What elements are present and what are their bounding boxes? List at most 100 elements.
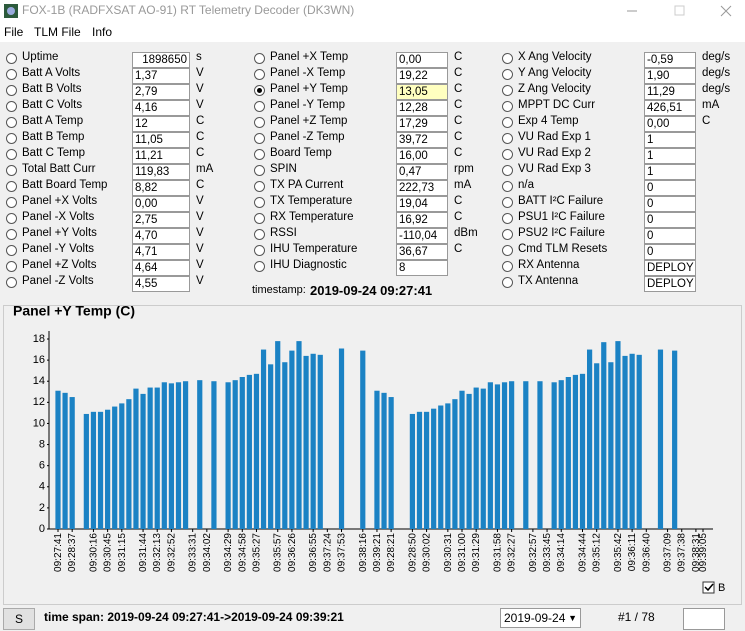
radio-button[interactable] [6,165,17,176]
field-unit: V [196,275,204,287]
bar [105,409,111,529]
radio-button[interactable] [6,245,17,256]
x-tick-label: 09:31:44 [138,533,149,572]
bar [253,373,260,529]
radio-button[interactable] [502,197,513,208]
radio-button[interactable] [6,85,17,96]
radio-button[interactable] [6,117,17,128]
radio-button[interactable] [254,181,265,192]
radio-button[interactable] [6,101,17,112]
menu-item[interactable]: TLM File [34,25,81,39]
radio-button[interactable] [6,181,17,192]
bar [416,411,423,529]
bar [83,413,89,529]
radio-button[interactable] [502,229,513,240]
field-unit: C [196,131,205,143]
window-controls[interactable] [605,0,745,22]
s-button[interactable]: S [3,608,35,630]
radio-button[interactable] [502,133,513,144]
field-value: DEPLOY [644,276,696,292]
field-label: Cmd TLM Resets [518,243,608,255]
field-value: 39,72 [396,132,448,148]
bar [303,355,309,529]
field-value: 426,51 [644,100,696,116]
radio-button[interactable] [254,69,265,80]
bar [473,387,479,529]
radio-button[interactable] [502,117,513,128]
radio-button[interactable] [6,261,17,272]
radio-button[interactable] [254,213,265,224]
field-unit: V [196,243,204,255]
radio-button[interactable] [502,69,513,80]
field-value: 1898650 [132,52,190,68]
radio-button[interactable] [254,133,265,144]
radio-button[interactable] [254,101,265,112]
field-label: Panel +X Temp [270,51,349,63]
field-label: Panel +Y Temp [270,83,348,95]
bar [225,382,231,529]
field-label: Batt C Volts [22,99,83,111]
radio-button[interactable] [502,213,513,224]
radio-button[interactable] [254,85,265,96]
radio-button[interactable] [502,261,513,272]
radio-button[interactable] [6,277,17,288]
title-bar: FOX-1B (RADFXSAT AO-91) RT Telemetry Dec… [0,0,745,22]
field-unit: C [702,115,711,127]
radio-button[interactable] [502,245,513,256]
radio-button[interactable] [502,101,513,112]
bar [90,411,97,529]
bar [62,392,68,529]
field-label: IHU Temperature [270,243,358,255]
field-unit: C [454,115,463,127]
field-label: MPPT DC Curr [518,99,596,111]
field-label: Total Batt Curr [22,163,96,175]
x-tick-label: 09:31:00 [457,533,468,572]
field-unit: C [454,243,463,255]
x-tick-label: 09:31:15 [117,533,128,572]
radio-button[interactable] [254,197,265,208]
radio-button[interactable] [6,213,17,224]
radio-button[interactable] [6,53,17,64]
field-value: 0 [644,196,696,212]
bar [175,382,182,529]
field-value: 17,29 [396,116,448,132]
bar [537,381,543,529]
field-label: Panel -X Volts [22,211,95,223]
x-tick-label: 09:30:31 [443,533,454,572]
bar [551,382,557,529]
radio-button[interactable] [6,133,17,144]
radio-button[interactable] [254,165,265,176]
bar [459,390,465,529]
radio-button[interactable] [502,149,513,160]
menu-item[interactable]: File [4,25,24,39]
radio-button[interactable] [254,53,265,64]
radio-button[interactable] [502,165,513,176]
radio-button[interactable] [254,261,265,272]
field-unit: mA [454,179,472,191]
field-value: 0,00 [396,52,448,68]
field-label: X Ang Velocity [518,51,592,63]
bar [161,382,167,529]
radio-button[interactable] [254,149,265,160]
radio-button[interactable] [6,229,17,240]
radio-button[interactable] [6,149,17,160]
y-tick-label: 16 [33,354,45,366]
field-unit: mA [196,163,214,175]
field-label: n/a [518,179,534,191]
field-label: RX Temperature [270,211,354,223]
radio-button[interactable] [502,53,513,64]
x-tick-label: 09:35:12 [592,533,603,572]
radio-button[interactable] [502,85,513,96]
radio-button[interactable] [502,181,513,192]
date-dropdown[interactable]: 2019-09-24 ▼ [500,608,581,628]
radio-button[interactable] [6,197,17,208]
radio-button[interactable] [502,277,513,288]
radio-button[interactable] [6,69,17,80]
radio-button[interactable] [254,117,265,128]
radio-button[interactable] [254,245,265,256]
record-input[interactable] [683,608,725,630]
bar [509,381,515,529]
bar [594,363,600,529]
radio-button[interactable] [254,229,265,240]
menu-item[interactable]: Info [92,25,113,39]
